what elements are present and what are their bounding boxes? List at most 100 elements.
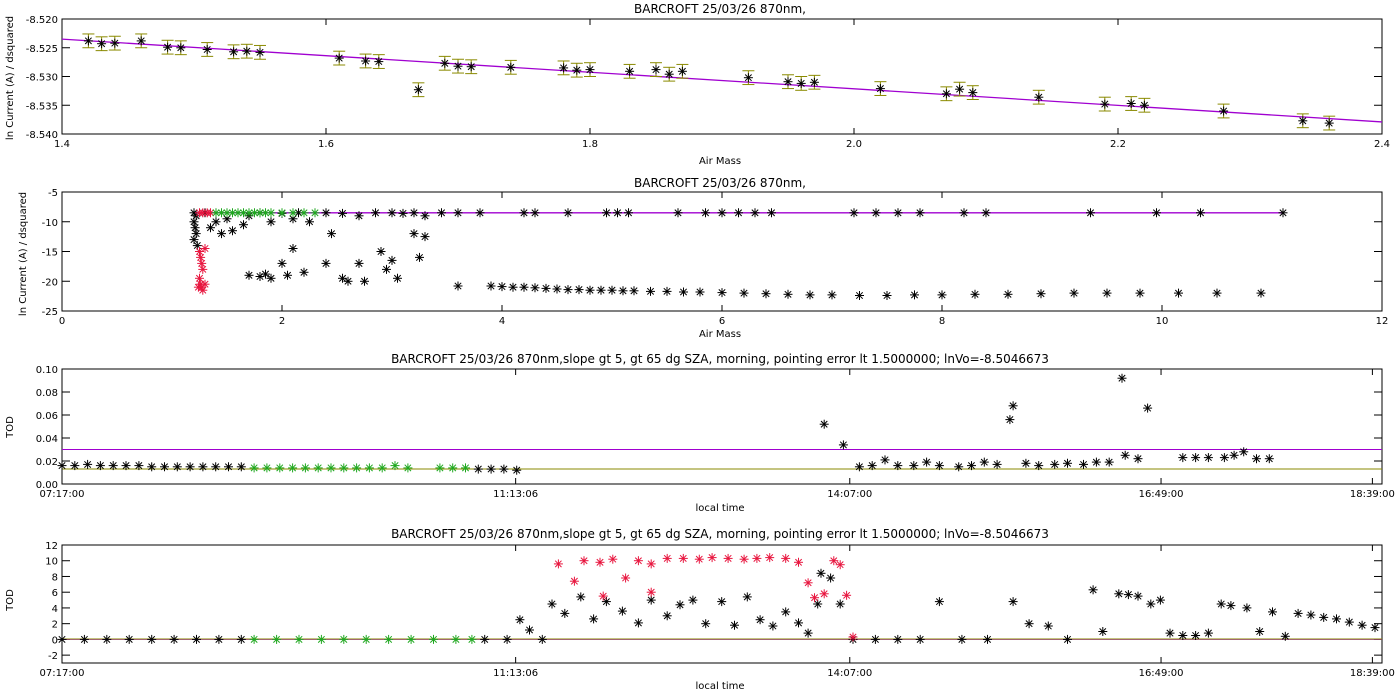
data-point xyxy=(783,77,793,87)
data-point xyxy=(192,634,201,644)
x-tick-label: 4 xyxy=(499,316,505,327)
data-point xyxy=(870,634,880,644)
data-point xyxy=(160,462,169,472)
data-point xyxy=(1133,454,1143,464)
data-point xyxy=(1021,458,1031,468)
data-point xyxy=(321,258,331,268)
data-point xyxy=(466,62,476,72)
data-point xyxy=(810,593,819,603)
data-point xyxy=(1152,208,1161,218)
data-point xyxy=(552,284,562,294)
data-point xyxy=(1324,118,1334,128)
data-point xyxy=(1005,415,1015,425)
data-point xyxy=(376,247,386,256)
data-point xyxy=(572,65,582,75)
data-point xyxy=(768,621,778,631)
data-point xyxy=(813,599,823,609)
data-point xyxy=(979,457,989,467)
x-tick-label: 18:39:00 xyxy=(1350,668,1395,679)
data-point xyxy=(124,634,134,644)
data-point xyxy=(519,282,529,292)
data-point xyxy=(97,39,107,49)
x-tick-label: 11:13:06 xyxy=(493,668,538,679)
data-point xyxy=(809,77,819,87)
data-point xyxy=(57,461,67,471)
data-point xyxy=(299,267,309,277)
data-point xyxy=(849,208,859,218)
data-point xyxy=(136,36,146,46)
data-point xyxy=(1043,621,1053,631)
y-tick-label: 0.06 xyxy=(36,411,58,422)
data-point xyxy=(413,85,423,95)
data-point xyxy=(239,208,248,218)
data-point xyxy=(955,84,965,94)
data-point xyxy=(826,573,836,583)
data-point xyxy=(277,208,287,218)
y-tick-label: 4 xyxy=(52,604,58,615)
data-point xyxy=(794,618,803,628)
data-point xyxy=(624,208,633,218)
data-point xyxy=(486,281,496,291)
data-point xyxy=(1102,288,1112,298)
panel3-ylabel: TOD xyxy=(5,416,16,439)
x-tick-label: 0 xyxy=(59,316,65,327)
data-point xyxy=(1146,599,1156,609)
y-tick-label: -10 xyxy=(42,218,58,229)
data-point xyxy=(294,634,304,644)
data-point xyxy=(537,634,547,644)
data-point xyxy=(835,560,845,570)
data-point xyxy=(767,208,776,218)
data-point xyxy=(217,208,226,218)
data-point xyxy=(662,553,672,563)
data-point xyxy=(739,288,749,298)
data-point xyxy=(191,229,201,239)
data-point xyxy=(266,217,276,227)
data-point xyxy=(742,592,752,602)
data-point xyxy=(382,264,391,274)
data-point xyxy=(717,288,727,298)
y-tick-label: 0.02 xyxy=(36,457,58,468)
data-point xyxy=(734,208,743,218)
data-point xyxy=(1100,99,1110,109)
data-point xyxy=(585,285,595,295)
data-point xyxy=(1143,403,1153,413)
data-point xyxy=(406,634,416,644)
data-point xyxy=(838,440,848,450)
x-tick-label: 14:07:00 xyxy=(827,668,872,679)
data-point xyxy=(1216,599,1226,609)
data-point xyxy=(195,273,204,283)
data-point xyxy=(835,599,845,609)
data-point xyxy=(361,634,371,644)
data-point xyxy=(354,211,364,221)
data-point xyxy=(70,461,80,471)
data-point xyxy=(678,553,688,563)
data-point xyxy=(805,290,815,300)
plot-frame xyxy=(61,368,1383,485)
data-point xyxy=(829,556,839,566)
data-point xyxy=(1178,631,1188,640)
data-point xyxy=(662,286,672,296)
data-point xyxy=(108,461,118,471)
data-point xyxy=(305,217,314,227)
data-point xyxy=(497,282,507,292)
data-point xyxy=(547,599,557,609)
data-point xyxy=(475,208,485,218)
data-point xyxy=(1088,585,1098,595)
y-tick-label: -15 xyxy=(42,248,58,259)
data-point xyxy=(1114,589,1124,599)
data-point xyxy=(576,592,586,602)
data-point xyxy=(941,89,951,99)
data-point xyxy=(893,461,903,471)
data-point xyxy=(880,455,890,465)
data-point xyxy=(83,36,93,46)
data-point xyxy=(761,289,771,299)
x-tick-label: 10 xyxy=(1156,316,1169,327)
data-point xyxy=(169,634,179,644)
data-point xyxy=(601,597,611,607)
data-point xyxy=(339,463,349,473)
data-point xyxy=(190,223,200,233)
data-point xyxy=(855,291,864,300)
data-point xyxy=(214,634,224,644)
data-point xyxy=(262,463,272,473)
x-tick-label: 2.4 xyxy=(1374,139,1390,150)
